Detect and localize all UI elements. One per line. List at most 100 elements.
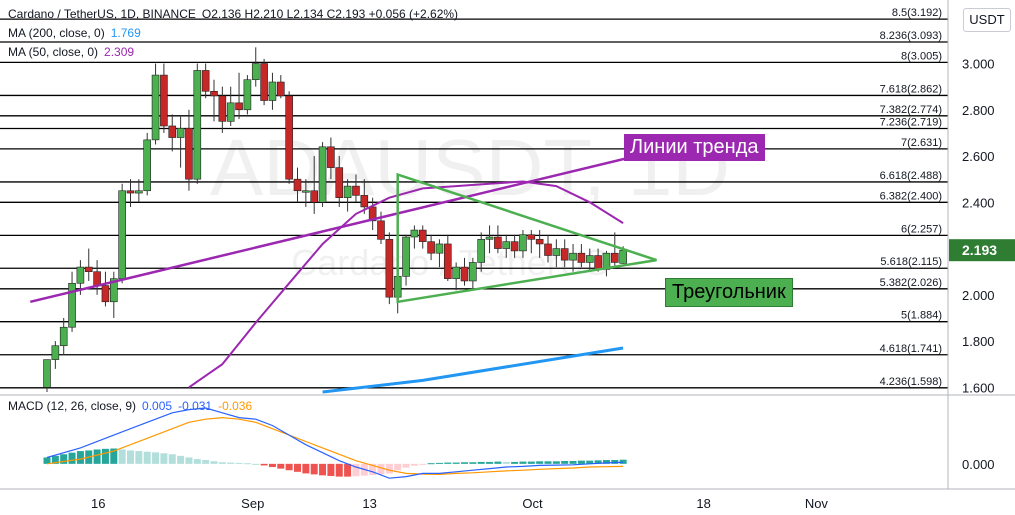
candle-body xyxy=(176,127,185,138)
time-tick-label: Oct xyxy=(522,496,543,511)
candle-body xyxy=(535,239,544,245)
fib-level-label: 4.236(1.598) xyxy=(880,376,942,388)
macd-histogram-bar xyxy=(327,463,335,476)
macd-histogram-bar xyxy=(410,463,418,466)
macd-histogram-bar xyxy=(118,449,126,464)
candle-body xyxy=(619,249,627,264)
ma200-value: 1.769 xyxy=(110,26,141,40)
price-axis: 3.0002.8002.6002.4002.2002.0001.8001.600… xyxy=(949,57,1015,472)
price-tick-label: 2.000 xyxy=(962,288,995,303)
candle-body xyxy=(477,239,486,263)
macd-hist-value: -0.036 xyxy=(218,399,253,413)
macd-histogram-bar xyxy=(377,463,385,475)
last-price-label: 2.193 xyxy=(962,242,997,258)
price-tick-label: 2.600 xyxy=(962,149,995,164)
candle-body xyxy=(310,190,319,203)
macd-histogram-bar xyxy=(202,460,210,464)
candle-body xyxy=(469,262,477,282)
candle-body xyxy=(569,252,577,261)
macd-histogram-bar xyxy=(218,462,226,464)
macd-histogram-bar xyxy=(469,462,477,464)
candle-body xyxy=(452,266,460,279)
macd-histogram-bar xyxy=(344,463,352,477)
macd-histogram-bar xyxy=(93,449,101,464)
macd-histogram-bar xyxy=(43,457,51,464)
candle-body xyxy=(226,102,235,122)
macd-legend[interactable]: MACD (12, 26, close, 9) 0.005 -0.031 -0.036 xyxy=(8,399,252,413)
candle-body xyxy=(302,190,310,193)
macd-label: MACD (12, 26, close, 9) xyxy=(8,399,137,413)
macd-histogram-bar xyxy=(294,463,301,472)
fib-level-label: 8.5(3.192) xyxy=(892,7,942,19)
ma50-line xyxy=(188,180,624,389)
candle-body xyxy=(343,185,352,198)
macd-histogram-bar xyxy=(519,461,527,464)
candle-body xyxy=(318,146,327,203)
candle-body xyxy=(327,146,335,168)
symbol-header: Cardano / TetherUS, 1D, BINANCE O2.136 H2… xyxy=(8,7,458,21)
fib-level-label: 7.618(2.862) xyxy=(880,83,942,95)
trend-lines-annotation[interactable]: Линии тренда xyxy=(624,134,765,161)
macd-histogram-bar xyxy=(227,462,235,464)
candle-body xyxy=(352,185,360,196)
candle-body xyxy=(143,139,151,192)
macd-histogram-bar xyxy=(335,463,343,477)
macd-histogram-bar xyxy=(511,461,519,464)
macd-histogram-bar xyxy=(285,463,293,471)
macd-axis-label: 0.000 xyxy=(962,457,995,472)
ma200-label: MA (200, close, 0) xyxy=(8,26,105,40)
candle-body xyxy=(276,81,285,97)
macd-histogram-bar xyxy=(419,463,427,465)
candle-body xyxy=(577,252,586,263)
fib-level-label: 5.618(2.115) xyxy=(880,256,942,268)
price-tick-label: 1.800 xyxy=(962,334,995,349)
macd-signal-value: -0.031 xyxy=(178,399,213,413)
macd-histogram-bar xyxy=(577,460,585,464)
macd-histogram-bar xyxy=(435,462,443,464)
candle-body xyxy=(594,255,602,270)
candle-body xyxy=(151,74,160,141)
candle-body xyxy=(135,190,143,194)
candle-body xyxy=(101,285,110,303)
macd-line xyxy=(46,407,624,479)
macd-histogram-bar xyxy=(160,453,168,464)
macd-histogram-bar xyxy=(402,463,410,468)
candle-body xyxy=(93,271,101,286)
macd-histogram-bar xyxy=(486,461,494,464)
ma200-legend[interactable]: MA (200, close, 0) 1.769 xyxy=(8,26,141,40)
symbol-name: Cardano / TetherUS, 1D, BINANCE xyxy=(8,7,196,21)
candle-body xyxy=(185,127,193,180)
macd-histogram-bar xyxy=(210,461,218,464)
macd-histogram-bar xyxy=(569,460,577,464)
ma50-value: 2.309 xyxy=(104,45,135,59)
currency-unit-button[interactable]: USDT xyxy=(963,8,1011,32)
candle-body xyxy=(118,190,126,279)
candle-body xyxy=(585,255,594,263)
ma50-legend[interactable]: MA (50, close, 0) 2.309 xyxy=(8,45,134,59)
macd-histogram-bar xyxy=(127,450,134,464)
macd-histogram-bar xyxy=(544,461,552,464)
candle-body xyxy=(243,79,252,111)
macd-histogram-bar xyxy=(260,463,268,466)
fib-level-label: 6(2.257) xyxy=(901,223,942,235)
fib-level-label: 5(1.884) xyxy=(901,310,942,322)
macd-histogram-bar xyxy=(369,463,377,476)
macd-pane xyxy=(43,407,627,479)
macd-histogram-bar xyxy=(185,457,193,464)
triangle-annotation[interactable]: Треугольник xyxy=(665,278,793,307)
candle-body xyxy=(160,74,168,127)
macd-histogram-bar xyxy=(452,462,460,464)
candle-body xyxy=(84,266,93,273)
candle-body xyxy=(51,345,60,360)
candle-body xyxy=(260,63,268,101)
ma50-label: MA (50, close, 0) xyxy=(8,45,99,59)
fib-level-label: 7.236(2.719) xyxy=(880,117,942,129)
candle-body xyxy=(494,236,502,249)
macd-histogram-bar xyxy=(602,460,610,464)
candle-body xyxy=(193,70,202,180)
macd-value: 0.005 xyxy=(142,399,173,413)
candle-body xyxy=(68,282,76,328)
macd-histogram-bar xyxy=(110,448,118,464)
macd-histogram-bar xyxy=(143,451,151,464)
